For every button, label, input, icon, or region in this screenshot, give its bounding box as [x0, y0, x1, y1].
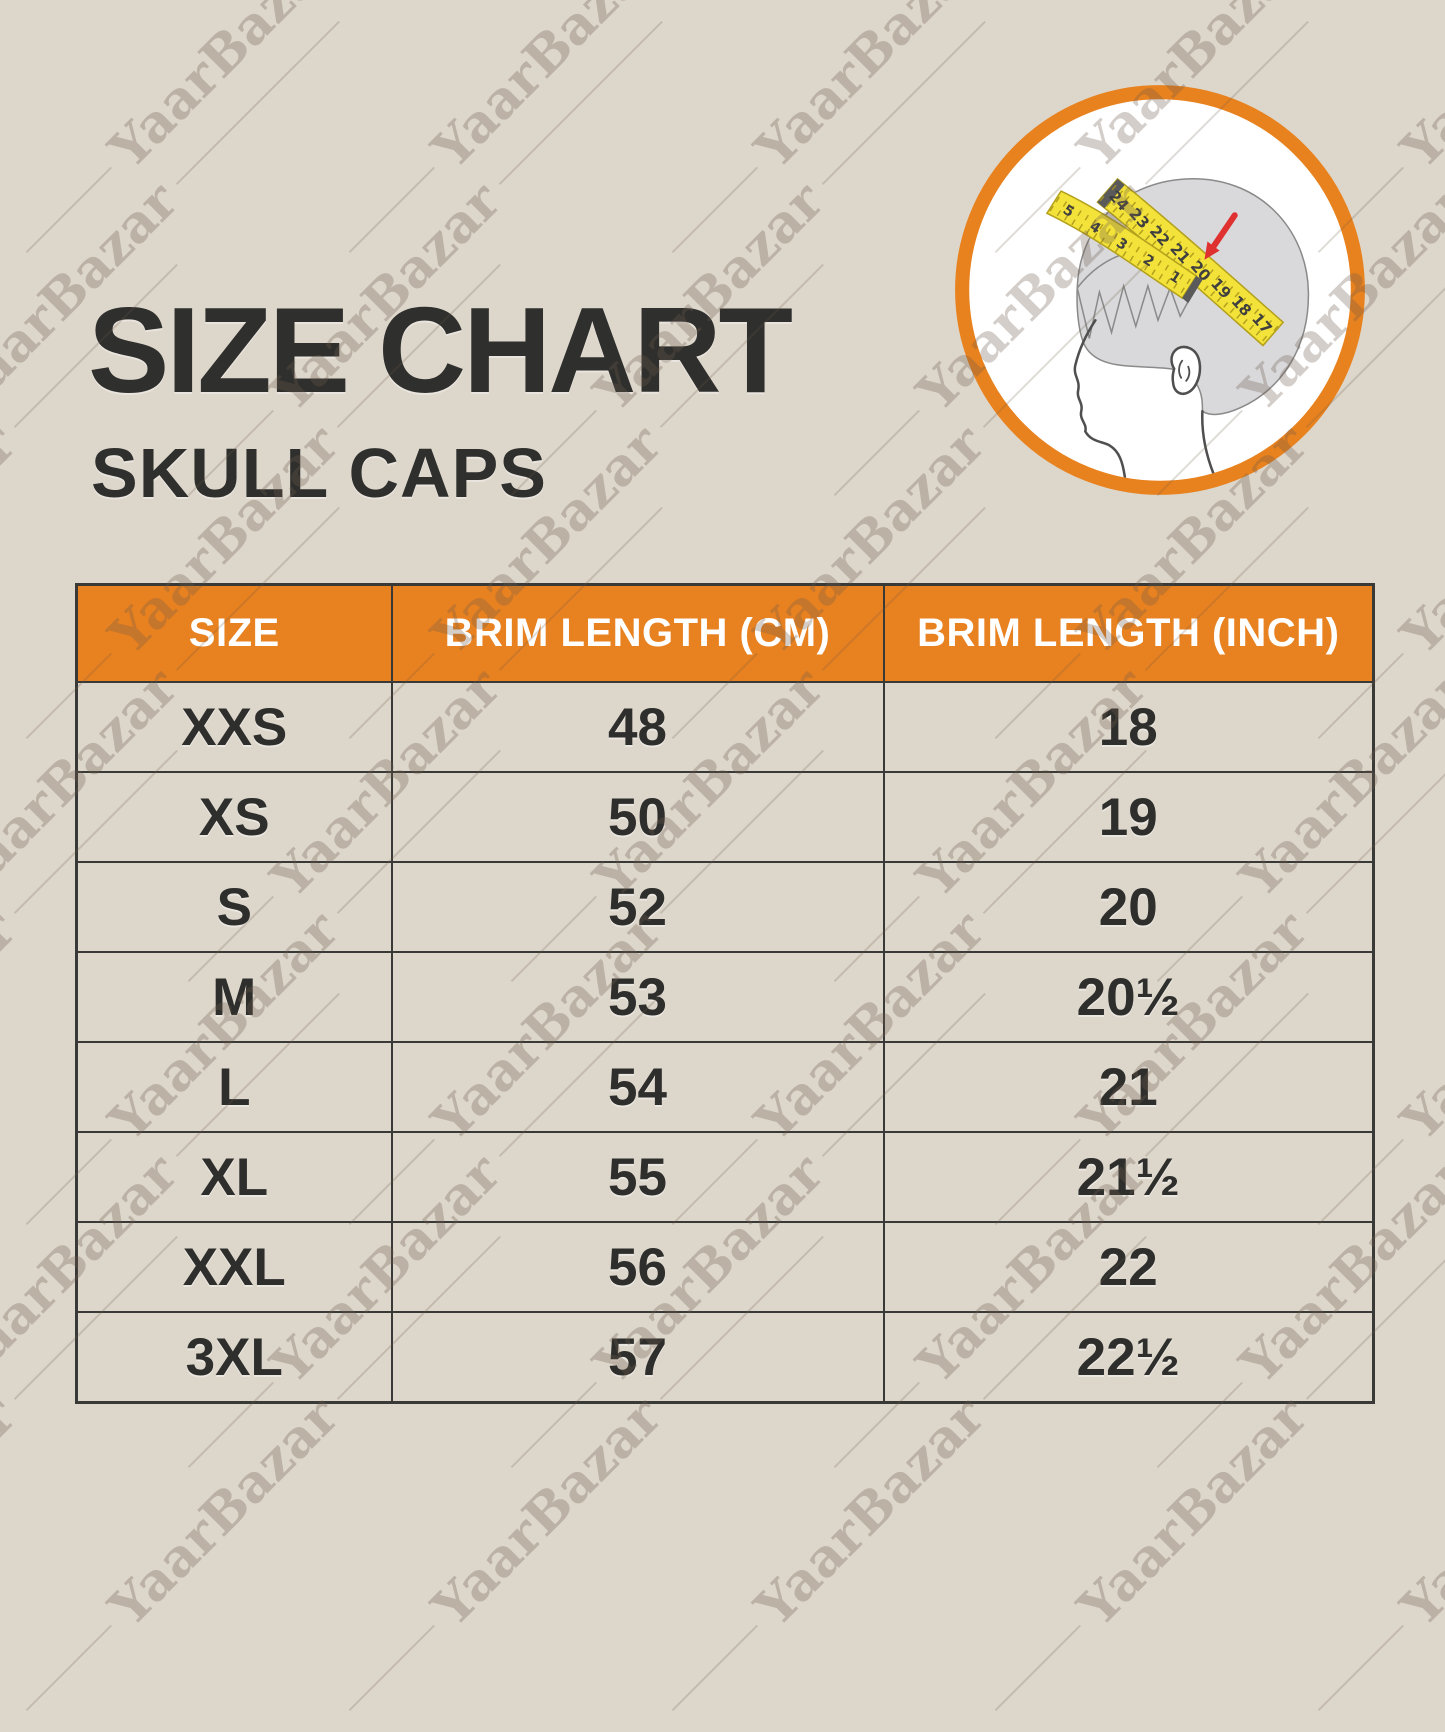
watermark-text: YaarBazar [0, 0, 28, 181]
brim-inch-cell: 22½ [882, 1311, 1375, 1404]
size-cell: XS [75, 771, 393, 863]
watermark-text: YaarBazar [420, 0, 674, 181]
watermark-line [348, 166, 435, 253]
brim-inch-cell: 20½ [882, 951, 1375, 1043]
brim-cm-cell: 52 [390, 861, 885, 953]
watermark-text: YaarBazar [0, 899, 28, 1153]
size-cell: S [75, 861, 393, 953]
watermark-line [994, 1624, 1081, 1711]
watermark-text: YaarBazar [1389, 0, 1445, 181]
table-row: 3XL 57 22½ [75, 1311, 1375, 1404]
brim-cm-cell: 50 [390, 771, 885, 863]
table-row: S 52 20 [75, 861, 1375, 953]
table-header-row: SIZE BRIM LENGTH (CM) BRIM LENGTH (INCH) [75, 583, 1375, 683]
watermark-line [671, 166, 758, 253]
watermark: YaarBazar [5, 0, 522, 273]
watermark-line [1317, 1624, 1404, 1711]
watermark: YaarBazar [0, 0, 198, 273]
page-title: SIZE CHART [88, 282, 793, 418]
brim-inch-cell: 20 [882, 861, 1375, 953]
brim-inch-cell: 21 [882, 1041, 1375, 1133]
watermark-line [348, 1624, 435, 1711]
watermark-line [25, 1624, 112, 1711]
brim-cm-cell: 53 [390, 951, 885, 1043]
watermark-text: YaarBazar [420, 1385, 674, 1639]
column-header-size: SIZE [75, 583, 393, 683]
brim-cm-cell: 55 [390, 1131, 885, 1223]
watermark-line [25, 166, 112, 253]
brim-inch-cell: 22 [882, 1221, 1375, 1313]
table-row: M 53 20½ [75, 951, 1375, 1043]
title-block: SIZE CHART SKULL CAPS [88, 282, 793, 513]
brim-inch-cell: 18 [882, 681, 1375, 773]
watermark-text: YaarBazar [1389, 899, 1445, 1153]
table-row: XXL 56 22 [75, 1221, 1375, 1313]
size-cell: M [75, 951, 393, 1043]
watermark-text: YaarBazar [97, 1385, 351, 1639]
table-row: XXS 48 18 [75, 681, 1375, 773]
page-subtitle: SKULL CAPS [91, 434, 547, 513]
size-cell: 3XL [75, 1311, 393, 1404]
brim-cm-cell: 57 [390, 1311, 885, 1404]
watermark-line [671, 1624, 758, 1711]
watermark-line [175, 20, 340, 185]
watermark-text: YaarBazar [1389, 1385, 1445, 1639]
watermark-text: YaarBazar [97, 0, 351, 181]
watermark: YaarBazar [328, 0, 845, 273]
size-cell: L [75, 1041, 393, 1133]
brim-cm-cell: 54 [390, 1041, 885, 1133]
size-cell: XXL [75, 1221, 393, 1313]
watermark-line [833, 409, 920, 496]
table-row: L 54 21 [75, 1041, 1375, 1133]
watermark-line [498, 20, 663, 185]
table-row: XL 55 21½ [75, 1131, 1375, 1223]
watermark-text: YaarBazar [1066, 1385, 1320, 1639]
watermark-text: YaarBazar [0, 1385, 28, 1639]
watermark-text: YaarBazar [1389, 413, 1445, 667]
watermark-text: YaarBazar [0, 413, 28, 667]
watermark-text: YaarBazar [743, 1385, 997, 1639]
size-cell: XL [75, 1131, 393, 1223]
size-cell: XXS [75, 681, 393, 773]
table-row: XS 50 19 [75, 771, 1375, 863]
brim-inch-cell: 21½ [882, 1131, 1375, 1223]
size-table: SIZE BRIM LENGTH (CM) BRIM LENGTH (INCH)… [75, 583, 1375, 1404]
brim-cm-cell: 56 [390, 1221, 885, 1313]
column-header-brim-cm: BRIM LENGTH (CM) [390, 583, 885, 683]
column-header-brim-inch: BRIM LENGTH (INCH) [882, 583, 1375, 683]
brim-inch-cell: 19 [882, 771, 1375, 863]
red-arrow-icon [1204, 212, 1238, 260]
brim-cm-cell: 48 [390, 681, 885, 773]
